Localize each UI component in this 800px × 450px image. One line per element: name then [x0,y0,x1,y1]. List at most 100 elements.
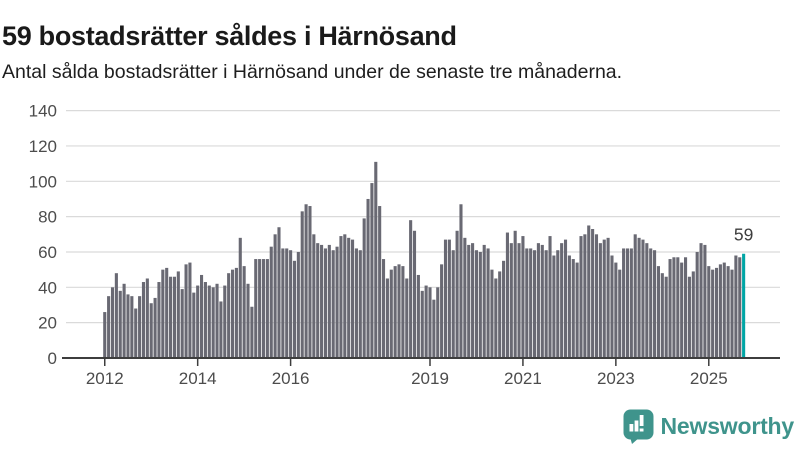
bar [126,294,130,358]
bar [622,248,626,358]
bar [540,244,544,358]
bar [145,278,149,359]
bar [347,237,351,358]
x-axis-tick-label: 2019 [411,369,449,388]
bar [428,287,432,358]
bar [625,248,630,358]
bar [722,262,726,358]
bar [292,260,297,358]
bar [281,248,285,358]
bar [560,243,564,358]
bar [637,237,641,358]
bar [714,267,719,358]
bar [374,161,378,358]
bar [285,248,289,358]
bar [149,303,153,358]
bar [234,267,238,358]
bar [529,248,533,358]
bar [273,234,277,358]
chart-title: 59 bostadsrätter såldes i Härnösand [2,21,457,52]
bar [513,230,517,358]
bar [436,287,440,358]
bar [490,269,494,358]
bar [219,301,223,358]
bar [354,248,358,358]
bar [358,250,362,358]
bar [563,239,568,358]
bar [401,266,405,358]
bar [684,257,688,358]
bar [443,239,448,358]
bar [238,237,242,358]
bar [556,250,560,358]
bar [591,229,595,358]
y-axis-tick-label: 120 [29,137,57,156]
bar [320,244,324,358]
bar [393,266,397,358]
y-axis-tick-label: 0 [48,349,57,368]
bar [641,239,645,358]
bar [447,239,451,358]
bar [153,297,157,358]
bar [471,243,475,358]
bar [587,225,591,358]
bar-chart: 0 20 40 60 80 100 120 140 2012 2014 2016 2019 2021 20… [29,102,780,388]
bar [502,260,506,358]
bar [165,267,169,358]
bar [707,266,711,358]
bar [676,257,680,358]
bar [300,211,304,358]
bar [718,264,722,358]
y-axis-tick-label: 60 [38,243,57,262]
x-axis-tick-label: 2025 [690,369,728,388]
bar [343,234,347,358]
bar [250,306,254,358]
bar [606,237,610,358]
bar [215,283,219,358]
highlight-bar [742,253,746,358]
bar [180,289,184,358]
bar [602,239,606,358]
bar [351,239,355,358]
bar [598,243,602,358]
bar [227,273,231,358]
bar [660,273,664,358]
bar [618,269,622,358]
bar [118,290,122,358]
bar [536,243,540,358]
y-axis-tick-label: 20 [38,314,57,333]
bar [474,250,479,358]
bar [223,285,227,358]
y-axis-tick-label: 140 [29,102,57,121]
bar [672,257,676,358]
bar [571,259,575,358]
bar [110,287,115,358]
x-axis-tick-label: 2016 [272,369,310,388]
bar [130,296,134,359]
x-axis-tick-label: 2023 [597,369,635,388]
bar [138,296,142,359]
bar [289,250,293,358]
bar [726,266,730,358]
bar [525,248,529,358]
bar [412,230,417,358]
bar [207,285,211,358]
bar [122,283,126,358]
brand-wordmark: Newsworthy [660,413,795,439]
bar [327,244,331,358]
bar [463,237,467,358]
bar [397,264,401,358]
bar [416,274,420,358]
bar [610,255,614,358]
bar [467,244,471,358]
bar [196,285,200,358]
bar [455,230,459,358]
bar [432,299,436,358]
bar [668,259,672,358]
bar [161,269,165,358]
bar [254,259,258,358]
bar [498,271,502,358]
bar [440,264,444,358]
bar [277,227,281,358]
bar [157,282,161,358]
